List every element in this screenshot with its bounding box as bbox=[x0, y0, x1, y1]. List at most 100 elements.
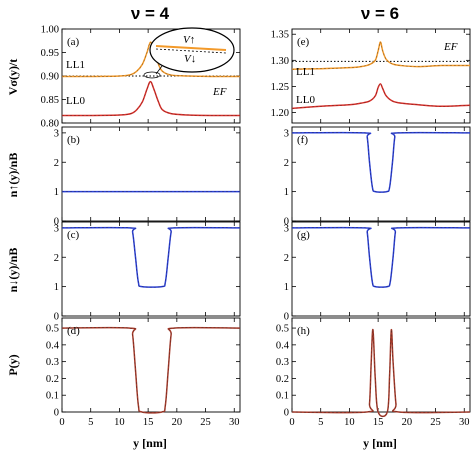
series-reference-line bbox=[61, 227, 241, 288]
y-tick-label: 0.4 bbox=[46, 340, 60, 351]
y-tick-label: 0.1 bbox=[276, 391, 289, 402]
panel-label: (a) bbox=[67, 36, 80, 48]
y-tick-label: 0.1 bbox=[46, 391, 59, 402]
panel-label: (e) bbox=[297, 36, 310, 48]
inset-zoom bbox=[143, 27, 235, 79]
annotations: LL1 LL0 EF LL1 LL0 EF V↑ V↓ bbox=[66, 27, 458, 107]
panel-label: (f) bbox=[297, 134, 308, 146]
panel-frame bbox=[61, 126, 241, 222]
left-column-title: ν = 4 bbox=[131, 4, 170, 23]
series-reference-line bbox=[291, 132, 471, 193]
x-tick-label: 20 bbox=[402, 417, 413, 428]
y-tick-label: 0 bbox=[284, 217, 289, 228]
panel-frame bbox=[291, 221, 471, 317]
panel-frame bbox=[61, 221, 241, 317]
y-tick-label: 0.80 bbox=[41, 119, 59, 130]
inset-line-up bbox=[155, 45, 227, 51]
label-v-down: V↓ bbox=[184, 53, 196, 65]
y-axis-label-row1: Vσ(y)/t bbox=[6, 59, 20, 96]
x-tick-label: 15 bbox=[373, 417, 384, 428]
series-line bbox=[61, 326, 241, 414]
panel-label: (d) bbox=[67, 325, 80, 337]
x-tick-label: 10 bbox=[344, 417, 355, 428]
series-reference-line bbox=[61, 327, 241, 414]
y-tick-label: 3 bbox=[284, 223, 289, 234]
x-tick-label: 25 bbox=[430, 417, 441, 428]
y-tick-label: 0.5 bbox=[276, 324, 289, 335]
x-tick-label: 15 bbox=[143, 417, 154, 428]
y-tick-label: 1.00 bbox=[41, 25, 59, 36]
y-tick-label: 1.35 bbox=[271, 30, 289, 41]
panel-c: 0 1 2 3 (c) bbox=[54, 221, 241, 323]
y-tick-label: 0.95 bbox=[41, 48, 59, 59]
x-tick-label: 5 bbox=[318, 417, 323, 428]
y-tick-label: 0.4 bbox=[276, 340, 290, 351]
series-reference-line bbox=[291, 329, 471, 417]
x-tick-label: 5 bbox=[88, 417, 93, 428]
y-tick-label: 0 bbox=[54, 408, 59, 419]
panel-frame bbox=[291, 126, 471, 222]
y-axis-label-row2: n↑(y)/nB bbox=[6, 153, 20, 198]
series-reference-line bbox=[291, 227, 471, 288]
y-tick-label: 0.85 bbox=[41, 95, 59, 106]
y-tick-label: 1 bbox=[284, 187, 289, 198]
panel-frame bbox=[291, 317, 471, 413]
panel-label: (g) bbox=[297, 229, 310, 241]
y-tick-label: 0 bbox=[284, 408, 289, 419]
panel-h: 0 5 10 15 20 25 30 0 0.1 0.2 0.3 0.4 0.5 (h) bbox=[276, 317, 471, 428]
x-tick-label: 25 bbox=[200, 417, 211, 428]
y-tick-label: 1 bbox=[54, 187, 59, 198]
panel-label: (c) bbox=[67, 229, 80, 241]
y-tick-label: 0.2 bbox=[276, 374, 289, 385]
series-line-ll0 bbox=[61, 80, 241, 117]
series-reference-line bbox=[291, 41, 471, 70]
x-tick-label: 10 bbox=[114, 417, 125, 428]
label-ll1-right: LL1 bbox=[296, 66, 315, 78]
y-tick-label: 0 bbox=[54, 217, 59, 228]
label-ef-right: EF bbox=[443, 41, 458, 53]
panels: 0.80 0.85 0.90 0.95 1.00 (a) 1.20 1.25 1.30 1.35 (… bbox=[41, 25, 471, 428]
panel-e: 1.20 1.25 1.30 1.35 (e) bbox=[271, 28, 471, 124]
label-ll1-left: LL1 bbox=[66, 59, 85, 71]
inset-source-marker bbox=[143, 71, 161, 79]
y-tick-label: 1.25 bbox=[271, 82, 289, 93]
y-tick-label: 1.30 bbox=[271, 56, 289, 67]
y-tick-label: 0.3 bbox=[46, 357, 59, 368]
y-tick-label: 1 bbox=[284, 282, 289, 293]
y-tick-label: 1 bbox=[54, 282, 59, 293]
x-tick-label: 30 bbox=[229, 417, 240, 428]
series-line bbox=[291, 226, 471, 288]
y-tick-label: 3 bbox=[54, 128, 59, 139]
y-axis-label-row4: P(y) bbox=[6, 354, 20, 375]
series-reference-line bbox=[61, 41, 241, 77]
y-tick-label: 2 bbox=[54, 158, 59, 169]
panel-label: (b) bbox=[67, 134, 80, 146]
y-tick-label: 0.3 bbox=[276, 357, 289, 368]
right-column-title: ν = 6 bbox=[361, 4, 399, 23]
y-tick-label: 0.5 bbox=[46, 324, 59, 335]
y-tick-label: 0.2 bbox=[46, 374, 59, 385]
panel-g: 0 1 2 3 (g) bbox=[284, 221, 471, 323]
panel-frame bbox=[291, 28, 471, 124]
label-v-up: V↑ bbox=[183, 34, 195, 46]
label-ll0-right: LL0 bbox=[296, 94, 315, 106]
y-tick-label: 3 bbox=[54, 223, 59, 234]
x-tick-label: 0 bbox=[59, 417, 64, 428]
label-ef-left: EF bbox=[212, 86, 227, 98]
series-line bbox=[291, 328, 471, 418]
x-tick-label: 30 bbox=[459, 417, 470, 428]
panel-b: 0 1 2 3 (b) bbox=[54, 126, 241, 228]
x-tick-label: 0 bbox=[289, 417, 294, 428]
y-tick-label: 2 bbox=[284, 158, 289, 169]
panel-f: 0 1 2 3 (f) bbox=[284, 126, 471, 228]
label-ll0-left: LL0 bbox=[66, 95, 85, 107]
x-axis-label-right: y [nm] bbox=[363, 436, 397, 450]
y-tick-label: 2 bbox=[54, 253, 59, 264]
y-tick-label: 0 bbox=[54, 312, 59, 323]
series-reference-line bbox=[291, 83, 471, 109]
y-tick-label: 0 bbox=[284, 312, 289, 323]
x-tick-label: 20 bbox=[172, 417, 183, 428]
series-line bbox=[291, 131, 471, 193]
panel-frame bbox=[61, 317, 241, 413]
